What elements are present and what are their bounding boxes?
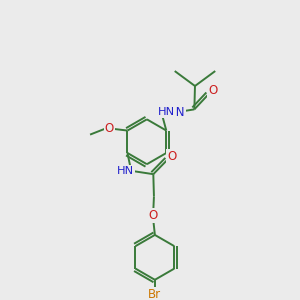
Text: HN: HN xyxy=(168,106,185,119)
Text: O: O xyxy=(208,84,218,97)
Text: HN: HN xyxy=(158,107,175,118)
Text: Br: Br xyxy=(148,288,161,300)
Text: O: O xyxy=(149,209,158,222)
Text: HN: HN xyxy=(117,166,134,176)
Text: O: O xyxy=(167,150,176,163)
Text: O: O xyxy=(105,122,114,136)
